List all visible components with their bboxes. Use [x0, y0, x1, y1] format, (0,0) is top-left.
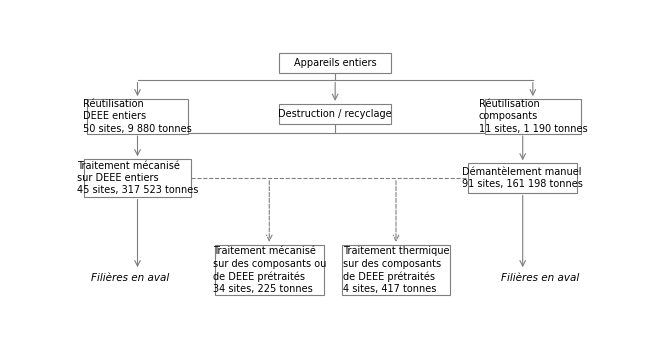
FancyBboxPatch shape: [84, 159, 191, 197]
FancyBboxPatch shape: [87, 99, 188, 134]
Text: Traitement mécanisé
sur des composants ou
de DEEE prétraités
34 sites, 225 tonne: Traitement mécanisé sur des composants o…: [213, 246, 326, 294]
Text: Réutilisation
composants
11 sites, 1 190 tonnes: Réutilisation composants 11 sites, 1 190…: [479, 99, 587, 134]
Text: Appareils entiers: Appareils entiers: [294, 58, 377, 68]
Text: Réutilisation
DEEE entiers
50 sites, 9 880 tonnes: Réutilisation DEEE entiers 50 sites, 9 8…: [83, 99, 192, 134]
FancyBboxPatch shape: [279, 53, 391, 73]
FancyBboxPatch shape: [215, 245, 324, 296]
FancyBboxPatch shape: [341, 245, 451, 296]
Text: Filières en aval: Filières en aval: [91, 273, 169, 283]
FancyBboxPatch shape: [468, 163, 577, 193]
Text: Traitement mécanisé
sur DEEE entiers
45 sites, 317 523 tonnes: Traitement mécanisé sur DEEE entiers 45 …: [77, 161, 198, 195]
Text: Traitement thermique
sur des composants
de DEEE prétraités
4 sites, 417 tonnes: Traitement thermique sur des composants …: [343, 246, 449, 294]
Text: Destruction / recyclage: Destruction / recyclage: [279, 109, 392, 119]
FancyBboxPatch shape: [485, 99, 581, 134]
Text: Filières en aval: Filières en aval: [502, 273, 579, 283]
FancyBboxPatch shape: [279, 104, 391, 124]
Text: Démantèlement manuel
91 sites, 161 198 tonnes: Démantèlement manuel 91 sites, 161 198 t…: [462, 167, 583, 189]
